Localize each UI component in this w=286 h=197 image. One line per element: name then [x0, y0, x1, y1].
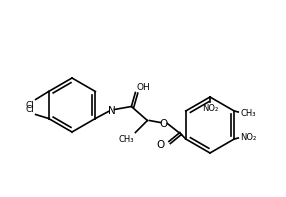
Text: N: N [108, 106, 115, 115]
Text: OH: OH [136, 83, 150, 91]
Text: Cl: Cl [26, 104, 35, 113]
Text: CH₃: CH₃ [240, 109, 256, 117]
Text: NO₂: NO₂ [240, 133, 257, 141]
Text: O: O [156, 140, 164, 151]
Text: CH₃: CH₃ [119, 136, 134, 145]
Text: Cl: Cl [26, 100, 35, 110]
Text: O: O [159, 119, 168, 128]
Text: NO₂: NO₂ [202, 104, 218, 113]
